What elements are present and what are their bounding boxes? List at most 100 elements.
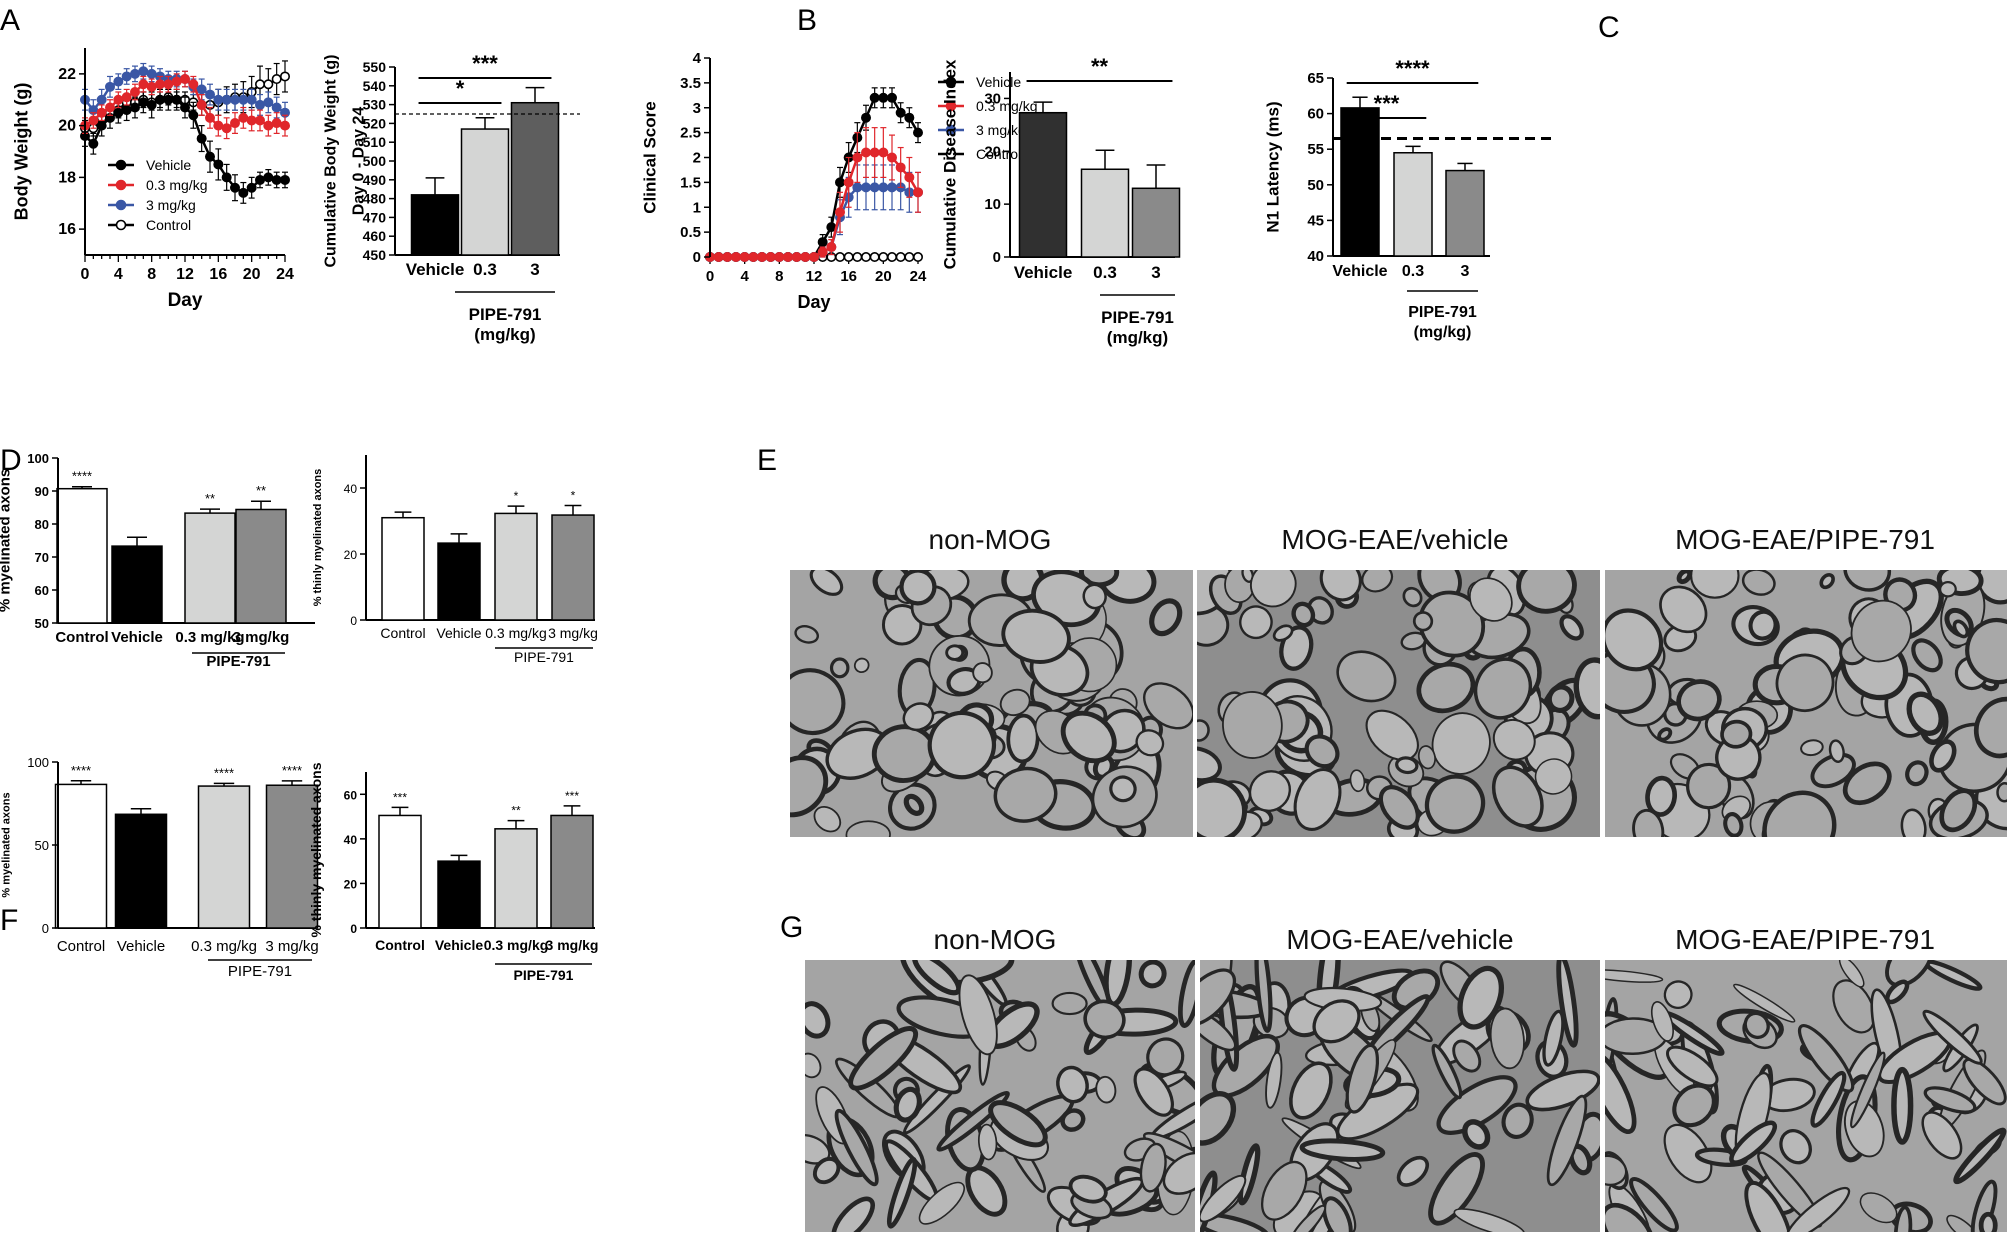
axon-profile bbox=[1632, 808, 1665, 837]
data-point bbox=[171, 76, 182, 87]
micrograph-g-non-mog bbox=[805, 960, 1195, 1232]
axon-profile bbox=[1605, 1154, 1628, 1186]
axon-profile bbox=[1272, 624, 1294, 642]
category-label-3: 3 mg/kg bbox=[265, 938, 318, 955]
significance-label-0: ** bbox=[1091, 54, 1109, 79]
axon-profile bbox=[1666, 1045, 1719, 1088]
axon-profile bbox=[1905, 760, 1929, 787]
data-point bbox=[852, 182, 863, 193]
axon-profile bbox=[1810, 1070, 1847, 1128]
y-tick-label: 3.5 bbox=[680, 75, 701, 92]
axon-profile bbox=[1237, 1143, 1261, 1206]
data-point bbox=[121, 92, 132, 103]
y-tick-label: 470 bbox=[363, 209, 387, 225]
y-tick-label: 60 bbox=[344, 788, 358, 802]
x-tick-label: 24 bbox=[910, 268, 927, 285]
category-label-0: Control bbox=[375, 937, 425, 953]
axon-profile bbox=[1672, 1083, 1716, 1128]
micrograph-title-g-non-mog: non-MOG bbox=[933, 924, 1057, 955]
axon-profile bbox=[848, 1026, 919, 1091]
axon-profile bbox=[1762, 790, 1837, 837]
axon-profile bbox=[1720, 719, 1753, 749]
axon-profile bbox=[805, 1001, 831, 1039]
series-0-3-mg-kg bbox=[704, 127, 923, 263]
data-point bbox=[246, 94, 257, 105]
y-tick-label: 450 bbox=[363, 247, 387, 263]
data-point bbox=[255, 174, 266, 185]
legend-marker bbox=[945, 100, 957, 112]
axon-profile bbox=[1197, 777, 1248, 837]
chart-A1: 0 4 8 12 16 20 24 Day Vehicle 0.3 mg/kg 3 mg/kg Con… bbox=[80, 60, 294, 311]
y-axis-title: Body Weight (g) bbox=[11, 83, 31, 221]
y-tick-label: 60 bbox=[35, 583, 49, 598]
axon-profile bbox=[1921, 1111, 1963, 1160]
y-tick-label: 0 bbox=[350, 614, 357, 628]
axon-profile bbox=[1200, 1007, 1237, 1052]
data-point bbox=[205, 89, 216, 100]
axon-profile bbox=[1906, 691, 1944, 736]
axon-profile bbox=[1939, 788, 1978, 833]
axon-profile bbox=[1492, 718, 1536, 761]
axon-profile bbox=[1322, 1196, 1353, 1232]
axon-profile bbox=[1962, 1057, 2007, 1106]
panel-label-C: C bbox=[1598, 11, 1620, 44]
panel-label-A: A bbox=[0, 4, 20, 37]
y-tick-label: 50 bbox=[35, 838, 49, 853]
data-point bbox=[843, 177, 854, 188]
x-tick-label: 4 bbox=[740, 268, 749, 285]
bar-0 bbox=[54, 783, 108, 929]
axon-profile bbox=[812, 1156, 841, 1185]
micrograph-title-e-vehicle: MOG-EAE/vehicle bbox=[1281, 524, 1509, 555]
data-point bbox=[221, 123, 232, 134]
axon-profile bbox=[1006, 713, 1040, 764]
data-point bbox=[96, 94, 107, 105]
data-point bbox=[817, 247, 828, 258]
category-label-2: 0.3 mg/kg bbox=[484, 937, 549, 953]
data-point bbox=[96, 107, 107, 118]
data-point bbox=[886, 92, 897, 103]
y-axis-D2: 0 20 40 % thinly myelinated axons bbox=[312, 455, 367, 628]
chart-A2: Vehicle 0.3 3****PIPE-791(mg/kg) bbox=[395, 51, 580, 344]
axon-profile bbox=[1996, 781, 2007, 803]
data-point bbox=[263, 79, 274, 90]
data-point bbox=[878, 147, 889, 158]
data-point bbox=[255, 79, 266, 90]
y-tick-label: 50 bbox=[35, 616, 49, 631]
chart-D2: Control Vehicle 0.3 mg/kg * 3 mg/kg * PIPE-791 bbox=[366, 488, 598, 665]
data-point bbox=[255, 99, 266, 110]
axon-profile bbox=[1850, 1051, 1886, 1129]
y-tick-label: 50 bbox=[1307, 177, 1324, 194]
axon-profile bbox=[1291, 601, 1316, 628]
data-point bbox=[912, 187, 923, 198]
category-label-1: Vehicle bbox=[111, 629, 163, 646]
data-point bbox=[895, 107, 906, 118]
significance-label-1: *** bbox=[472, 51, 498, 76]
axon-profile bbox=[1832, 979, 1876, 1034]
y-tick-label: 40 bbox=[1307, 248, 1324, 265]
axon-profile bbox=[1452, 1039, 1482, 1073]
data-point bbox=[895, 162, 906, 173]
axon-profile bbox=[1239, 605, 1273, 640]
axon-profile bbox=[918, 1181, 965, 1225]
data-point bbox=[826, 242, 837, 253]
axon-profile bbox=[1200, 1091, 1237, 1146]
axon-profile bbox=[1197, 746, 1222, 783]
category-label-2: 0.3 mg/kg bbox=[485, 625, 546, 641]
data-point bbox=[138, 66, 149, 77]
data-point bbox=[860, 252, 871, 263]
data-point bbox=[756, 252, 767, 263]
data-point bbox=[196, 84, 207, 95]
data-point bbox=[263, 97, 274, 108]
data-point bbox=[146, 68, 157, 79]
axon-profile bbox=[1534, 758, 1573, 795]
group-label: PIPE-791 bbox=[228, 963, 292, 980]
y-tick-label: 540 bbox=[363, 78, 387, 94]
series-line bbox=[710, 151, 920, 259]
data-point bbox=[886, 252, 897, 263]
axon-profile bbox=[1953, 1127, 2007, 1185]
axon-profile bbox=[1838, 960, 1865, 988]
micrograph-g-pipe bbox=[1605, 960, 2007, 1232]
panel-label-B: B bbox=[797, 4, 817, 37]
axon-profile bbox=[1900, 808, 1927, 837]
data-point bbox=[834, 207, 845, 218]
